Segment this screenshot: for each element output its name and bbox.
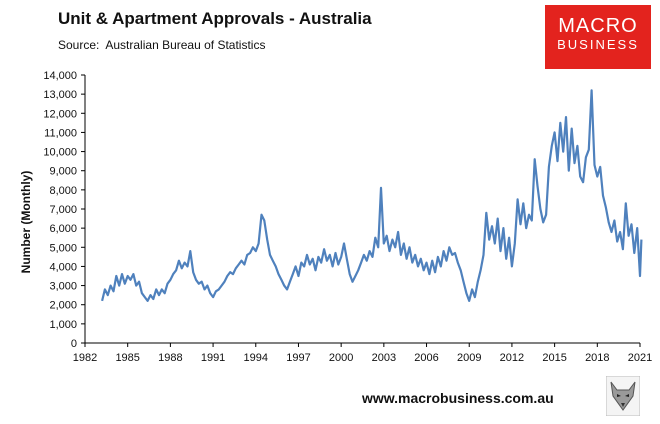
logo-line-2: BUSINESS xyxy=(557,37,639,52)
y-axis-ticks: 0 1,000 2,000 3,000 4,000 5,000 6,000 7,000 8,00… xyxy=(43,70,85,350)
y-tick-label: 13,000 xyxy=(43,89,77,101)
x-tick-label: 2018 xyxy=(585,352,609,364)
y-tick-label: 9,000 xyxy=(49,166,77,178)
x-tick-label: 1994 xyxy=(244,352,268,364)
website-url[interactable]: www.macrobusiness.com.au xyxy=(362,390,554,406)
source-line: Source: Australian Bureau of Statistics xyxy=(58,38,265,52)
x-tick-label: 1991 xyxy=(201,352,225,364)
source-label: Source: xyxy=(58,38,100,52)
y-tick-label: 0 xyxy=(71,338,77,350)
series-line-approvals xyxy=(101,89,643,302)
chart-title: Unit & Apartment Approvals - Australia xyxy=(58,9,372,28)
x-tick-label: 1985 xyxy=(115,352,139,364)
y-axis-label: Number (Monthly) xyxy=(19,171,33,274)
y-tick-label: 7,000 xyxy=(49,204,77,216)
y-tick-label: 4,000 xyxy=(49,261,77,273)
x-axis-ticks: 1982 1985 1988 1991 1994 1997 2000 2003 2006 2009… xyxy=(73,343,652,364)
x-tick-label: 2021 xyxy=(628,352,652,364)
source-text: Australian Bureau of Statistics xyxy=(105,38,266,52)
y-tick-label: 3,000 xyxy=(49,281,77,293)
y-tick-label: 8,000 xyxy=(49,185,77,197)
y-tick-label: 10,000 xyxy=(43,147,77,159)
y-tick-label: 11,000 xyxy=(44,127,77,139)
y-tick-label: 14,000 xyxy=(43,70,77,82)
x-tick-label: 1988 xyxy=(158,352,182,364)
x-tick-label: 2012 xyxy=(500,352,524,364)
x-tick-label: 2015 xyxy=(542,352,566,364)
y-tick-label: 1,000 xyxy=(49,319,77,331)
x-tick-label: 1997 xyxy=(286,352,310,364)
y-tick-label: 2,000 xyxy=(49,300,77,312)
x-tick-label: 2000 xyxy=(329,352,353,364)
x-tick-label: 2009 xyxy=(457,352,481,364)
x-tick-label: 1982 xyxy=(73,352,97,364)
y-tick-label: 5,000 xyxy=(49,242,77,254)
y-tick-label: 12,000 xyxy=(43,108,77,120)
x-tick-label: 2003 xyxy=(372,352,396,364)
y-tick-label: 6,000 xyxy=(49,223,77,235)
macrobusiness-logo[interactable]: MACRO BUSINESS xyxy=(545,5,651,69)
logo-line-1: MACRO xyxy=(558,15,638,37)
wolf-icon xyxy=(606,376,640,416)
x-tick-label: 2006 xyxy=(414,352,438,364)
